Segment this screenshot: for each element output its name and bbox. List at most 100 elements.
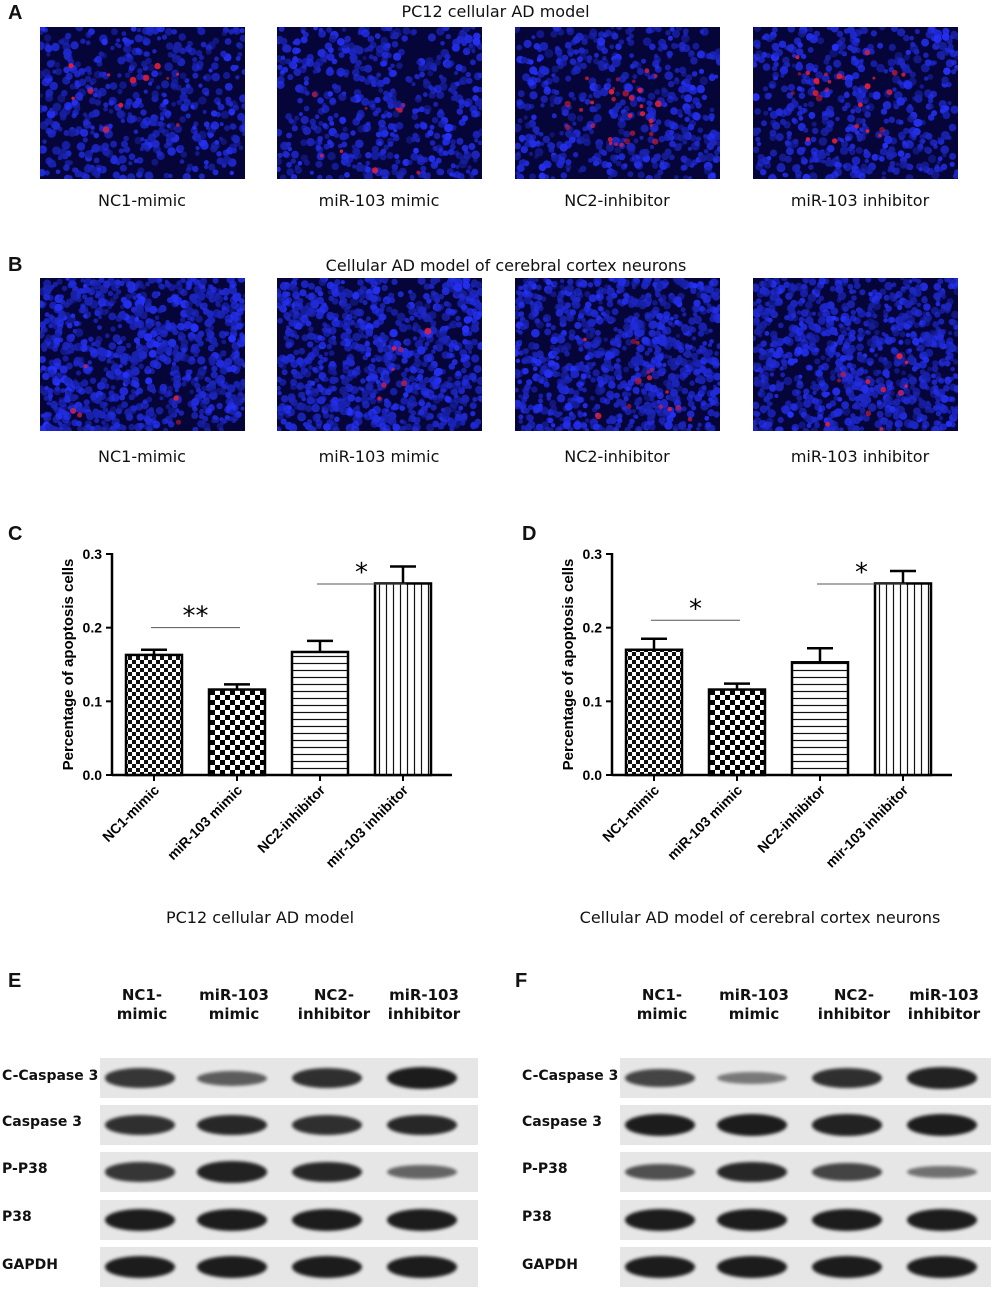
blot-row-label: Caspase 3 bbox=[2, 1114, 82, 1130]
x-tick-label: NC1-mimic bbox=[599, 782, 662, 845]
blot-band bbox=[197, 1256, 267, 1278]
blot-row-label: GAPDH bbox=[2, 1257, 58, 1273]
column-header: NC2- inhibitor bbox=[297, 986, 371, 1023]
western-blot-f: NC1- mimic miR-103 mimic NC2- inhibitor miR… bbox=[520, 980, 991, 1300]
blot-band bbox=[387, 1067, 457, 1089]
x-tick-label: NC2-inhibitor bbox=[254, 781, 328, 855]
bar bbox=[124, 653, 184, 777]
blot-band bbox=[812, 1209, 882, 1231]
significance-label: ** bbox=[183, 602, 209, 632]
blot-band bbox=[812, 1256, 882, 1278]
panel-letter-e: E bbox=[8, 970, 22, 992]
y-tick-label: 0.2 bbox=[583, 620, 603, 636]
blot-row-label: C-Caspase 3 bbox=[522, 1068, 619, 1084]
y-tick-label: 0.3 bbox=[83, 546, 103, 562]
blot-row-label: P38 bbox=[522, 1209, 552, 1225]
y-tick-label: 0.3 bbox=[583, 546, 603, 562]
blot-band bbox=[387, 1209, 457, 1231]
bar-chart-d: 0.0 0.1 0.2 0.3 Percentage of apoptosis cell… bbox=[560, 546, 952, 871]
significance-label: * bbox=[355, 558, 368, 588]
blot-band bbox=[197, 1209, 267, 1231]
blot-band bbox=[812, 1163, 882, 1181]
column-header: miR-103 inhibitor bbox=[907, 986, 981, 1023]
x-tick-label: mir-103 inhibitor bbox=[322, 781, 411, 870]
column-header: NC1- mimic bbox=[636, 986, 688, 1023]
blot-band bbox=[197, 1070, 267, 1086]
microscopy-image bbox=[277, 278, 482, 431]
bar bbox=[873, 582, 933, 777]
image-caption: NC1-mimic bbox=[98, 191, 186, 210]
microscopy-image bbox=[40, 278, 245, 431]
image-caption: NC2-inhibitor bbox=[564, 447, 670, 466]
y-axis-label: Percentage of apoptosis cells bbox=[60, 559, 77, 771]
column-header: miR-103 mimic bbox=[719, 986, 789, 1023]
bar bbox=[207, 688, 267, 777]
blot-band bbox=[717, 1114, 787, 1136]
blot-band bbox=[292, 1256, 362, 1278]
blot-row-label: C-Caspase 3 bbox=[2, 1068, 99, 1084]
y-tick-label: 0.2 bbox=[83, 620, 103, 636]
image-caption: miR-103 inhibitor bbox=[790, 447, 930, 466]
column-header: miR-103 mimic bbox=[199, 986, 269, 1023]
blot-band bbox=[387, 1256, 457, 1278]
significance-label: * bbox=[689, 594, 702, 624]
x-tick-label: NC2-inhibitor bbox=[754, 781, 828, 855]
x-tick-label: miR-103 mimic bbox=[164, 782, 245, 863]
column-header: NC2- inhibitor bbox=[817, 986, 891, 1023]
blot-band bbox=[387, 1114, 457, 1136]
bar bbox=[290, 650, 350, 777]
blot-band bbox=[717, 1161, 787, 1183]
y-tick-label: 0.1 bbox=[583, 693, 603, 709]
blot-band bbox=[717, 1209, 787, 1231]
blot-band bbox=[812, 1068, 882, 1088]
x-tick-label: NC1-mimic bbox=[99, 782, 162, 845]
blot-row-label: GAPDH bbox=[522, 1257, 578, 1273]
blot-band bbox=[292, 1209, 362, 1231]
blot-band bbox=[717, 1256, 787, 1278]
blot-band bbox=[197, 1114, 267, 1136]
image-caption: miR-103 inhibitor bbox=[790, 191, 930, 210]
microscopy-image bbox=[40, 27, 245, 179]
blot-band bbox=[625, 1114, 695, 1136]
blot-row-label: P-P38 bbox=[2, 1161, 48, 1177]
blot-band bbox=[907, 1067, 977, 1089]
x-tick-label: mir-103 inhibitor bbox=[822, 781, 911, 870]
blot-band bbox=[292, 1068, 362, 1088]
image-caption: miR-103 mimic bbox=[318, 447, 440, 466]
y-tick-label: 0.0 bbox=[583, 767, 603, 783]
image-caption: NC1-mimic bbox=[98, 447, 186, 466]
blot-band bbox=[625, 1256, 695, 1278]
blot-band bbox=[292, 1161, 362, 1183]
y-tick-label: 0.0 bbox=[83, 767, 103, 783]
blot-band bbox=[625, 1209, 695, 1231]
blot-band bbox=[907, 1165, 977, 1179]
panel-letter-b: B bbox=[8, 254, 23, 276]
column-header: NC1- mimic bbox=[116, 986, 168, 1023]
blot-band bbox=[907, 1209, 977, 1231]
blot-band bbox=[717, 1071, 787, 1085]
x-tick-label: miR-103 mimic bbox=[664, 782, 745, 863]
blot-row-label: P38 bbox=[2, 1209, 32, 1225]
microscopy-image bbox=[277, 27, 482, 179]
microscopy-image bbox=[515, 27, 720, 179]
image-caption: miR-103 mimic bbox=[318, 191, 440, 210]
chart-c-caption: PC12 cellular AD model bbox=[165, 908, 355, 927]
column-header: miR-103 inhibitor bbox=[387, 986, 461, 1023]
blot-band bbox=[105, 1068, 175, 1088]
blot-band bbox=[625, 1069, 695, 1087]
microscopy-image bbox=[515, 278, 720, 431]
panel-letter-a: A bbox=[8, 2, 23, 24]
bar bbox=[624, 648, 684, 777]
blot-band bbox=[387, 1164, 457, 1180]
blot-band bbox=[812, 1114, 882, 1136]
panel-letter-f: F bbox=[515, 970, 528, 992]
bar bbox=[373, 582, 433, 777]
blot-band bbox=[292, 1115, 362, 1135]
microscopy-image bbox=[753, 27, 958, 179]
y-axis-label: Percentage of apoptosis cells bbox=[560, 559, 577, 771]
chart-d-caption: Cellular AD model of cerebral cortex neu… bbox=[579, 908, 941, 927]
bar bbox=[790, 661, 850, 777]
blot-band bbox=[105, 1162, 175, 1182]
blot-band bbox=[105, 1256, 175, 1278]
y-tick-label: 0.1 bbox=[83, 693, 103, 709]
